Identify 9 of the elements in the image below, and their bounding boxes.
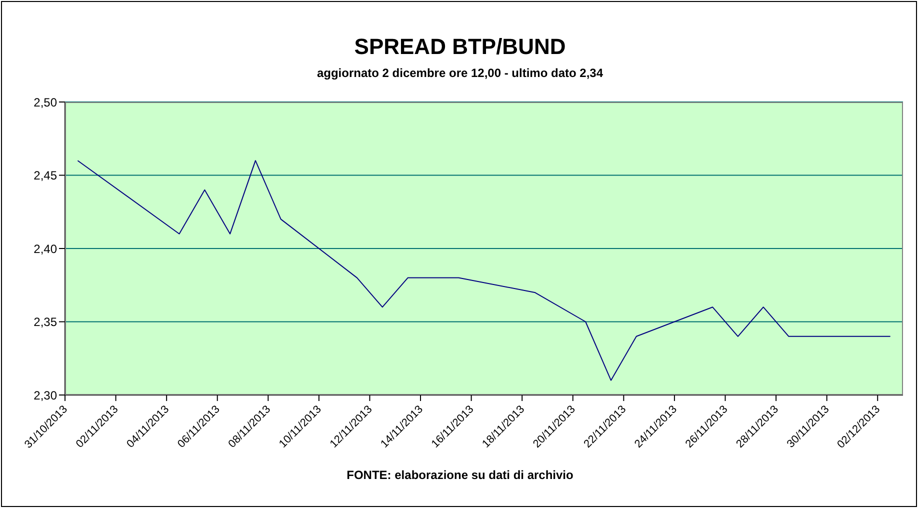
y-tick-label: 2,35 [34, 315, 58, 330]
chart-subtitle: aggiornato 2 dicembre ore 12,00 - ultimo dato 2,34 [316, 66, 604, 80]
y-tick-label: 2,40 [34, 242, 58, 256]
source-note: FONTE: elaborazione su dati di archivio [346, 468, 574, 482]
line-series [77, 160, 891, 381]
y-tick-label: 2,45 [34, 168, 58, 183]
y-tick-label: 2,50 [34, 95, 58, 110]
y-tick-label: 2,30 [34, 388, 58, 402]
chart-title: SPREAD BTP/BUND [353, 34, 567, 60]
